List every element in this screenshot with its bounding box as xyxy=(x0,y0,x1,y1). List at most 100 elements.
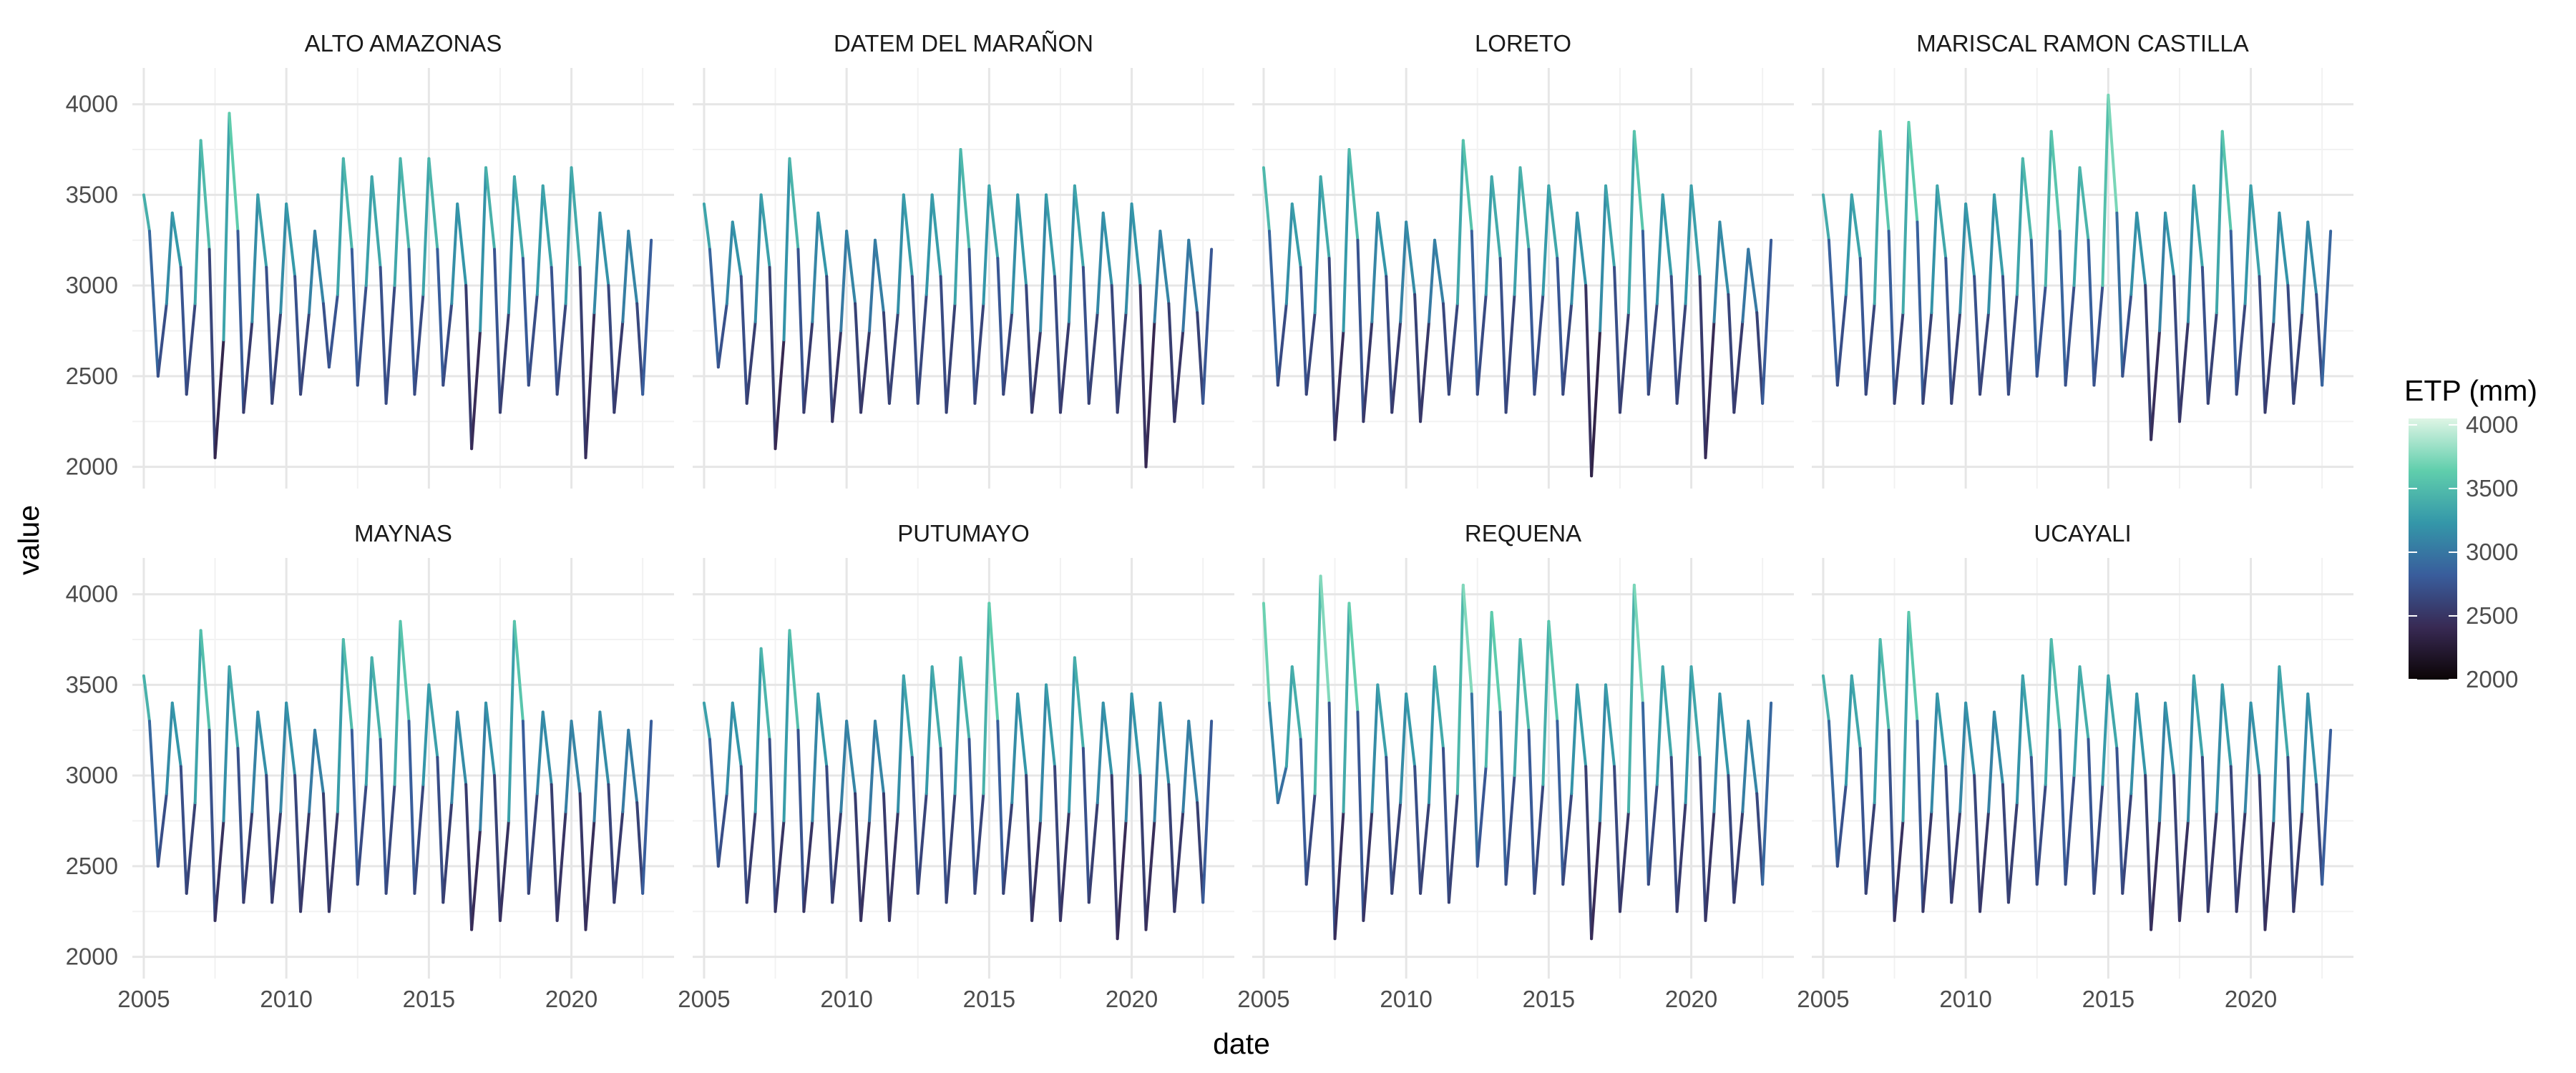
line-segment xyxy=(512,619,525,723)
line-segment xyxy=(1461,139,1473,233)
y-tick-label: 2000 xyxy=(66,454,118,480)
line-segment xyxy=(1087,311,1099,405)
line-segment xyxy=(1058,810,1070,922)
line-segment xyxy=(1073,184,1085,269)
line-segment xyxy=(2029,238,2039,378)
line-segment xyxy=(702,701,711,741)
line-segment xyxy=(222,112,231,342)
line-segment xyxy=(250,193,260,323)
line-segment xyxy=(336,157,345,296)
line-segment xyxy=(825,765,834,904)
line-segment xyxy=(1556,257,1565,396)
x-tick-label: 2015 xyxy=(963,986,1015,1012)
line-segment xyxy=(2072,166,2082,288)
series-line xyxy=(142,619,653,931)
line-segment xyxy=(1599,683,1608,823)
line-segment xyxy=(492,774,502,922)
line-segment xyxy=(1262,166,1271,233)
line-segment xyxy=(2129,211,2139,296)
line-segment xyxy=(1455,584,1465,795)
line-segment xyxy=(1262,602,1271,705)
legend-ticks: 2000 2500 3000 3500 4000 xyxy=(2409,411,2518,692)
line-segment xyxy=(293,774,303,913)
y-tick-label: 3500 xyxy=(66,181,118,207)
line-segment xyxy=(598,211,610,288)
line-segment xyxy=(2177,320,2190,423)
line-segment xyxy=(1304,311,1317,396)
line-segment xyxy=(1901,121,1911,315)
line-segment xyxy=(2263,320,2275,414)
line-segment xyxy=(427,157,439,251)
line-segment xyxy=(1138,284,1148,469)
line-segment xyxy=(959,148,971,251)
y-tick-label: 3000 xyxy=(66,272,118,298)
line-segment xyxy=(2158,211,2167,333)
line-segment xyxy=(1655,193,1664,305)
line-segment xyxy=(1433,665,1445,750)
line-segment xyxy=(996,257,1005,396)
line-segment xyxy=(774,819,786,913)
line-segment xyxy=(896,674,905,813)
line-segment xyxy=(1916,220,1925,405)
line-segment xyxy=(782,157,791,342)
line-segment xyxy=(1979,311,1991,396)
line-segment xyxy=(1844,674,1853,786)
line-segment xyxy=(464,783,474,931)
line-segment xyxy=(873,720,885,795)
line-segment xyxy=(1704,320,1716,459)
line-segment xyxy=(1992,710,2004,786)
line-segment xyxy=(2006,293,2019,396)
line-segment xyxy=(541,184,553,269)
line-segment xyxy=(242,810,254,904)
line-segment xyxy=(2235,810,2247,913)
line-segment xyxy=(1347,602,1360,714)
line-segment xyxy=(1284,665,1294,768)
line-segment xyxy=(2158,701,2167,823)
line-segment xyxy=(1718,220,1730,296)
line-segment xyxy=(313,728,325,795)
line-segment xyxy=(1827,720,1839,868)
line-segment xyxy=(2164,701,2175,778)
line-segment xyxy=(555,302,567,396)
line-segment xyxy=(1498,710,1508,886)
line-segment xyxy=(1376,683,1388,759)
line-segment xyxy=(1584,765,1594,941)
line-segment xyxy=(507,619,516,823)
line-segment xyxy=(2058,728,2067,886)
y-tick-label: 4000 xyxy=(66,91,118,117)
panel-strip-label: LORETO xyxy=(1475,30,1571,57)
line-segment xyxy=(2015,157,2024,296)
line-segment xyxy=(1576,683,1588,768)
line-segment xyxy=(2258,774,2267,931)
line-segment xyxy=(1661,193,1673,278)
line-segment xyxy=(2206,311,2218,405)
x-tick-label: 2010 xyxy=(260,986,312,1012)
line-segment xyxy=(2078,166,2090,242)
line-segment xyxy=(1669,755,1679,913)
line-segment xyxy=(1827,238,1839,387)
line-segment xyxy=(564,166,573,305)
line-segment xyxy=(1576,211,1588,288)
line-segment xyxy=(1527,728,1536,895)
line-segment xyxy=(1646,302,1659,396)
line-segment xyxy=(2172,774,2181,922)
legend-tick-label: 4000 xyxy=(2466,411,2518,438)
line-segment xyxy=(2029,755,2039,886)
line-segment xyxy=(2286,284,2296,405)
line-segment xyxy=(607,284,616,414)
x-tick-label: 2010 xyxy=(820,986,872,1012)
line-segment xyxy=(621,728,630,813)
panel: ALTO AMAZONAS 2000 2500 3000 3500 4000 xyxy=(66,30,674,489)
line-segment xyxy=(327,810,339,913)
line-segment xyxy=(1873,129,1882,305)
line-segment xyxy=(1675,302,1687,405)
line-segment xyxy=(2243,701,2253,813)
panel: MARISCAL RAMON CASTILLA xyxy=(1812,30,2353,489)
x-tick-label: 2020 xyxy=(1665,986,1717,1012)
line-segment xyxy=(1893,311,1905,405)
line-segment xyxy=(535,710,545,795)
line-segment xyxy=(1053,275,1062,414)
line-segment xyxy=(796,728,806,913)
line-segment xyxy=(2092,284,2104,387)
line-segment xyxy=(350,728,359,886)
